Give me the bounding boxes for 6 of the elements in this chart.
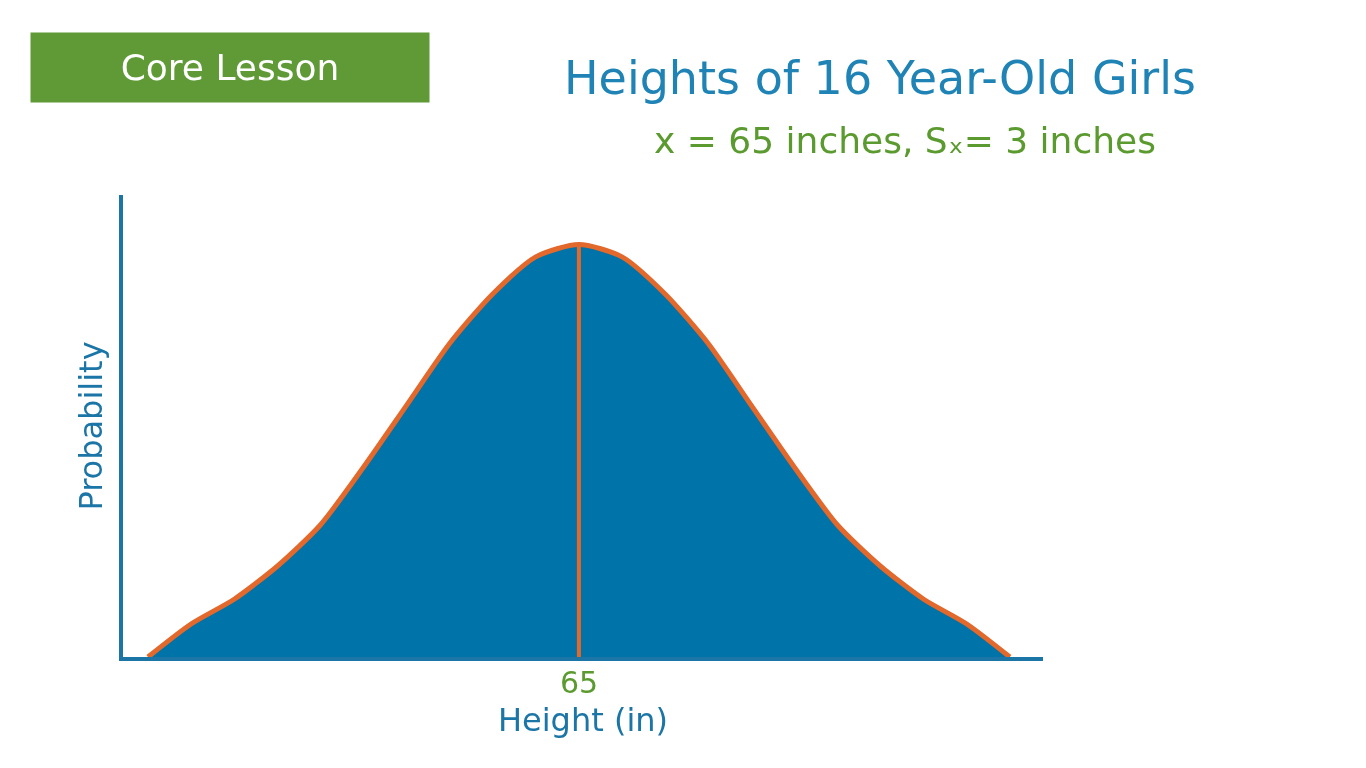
text: 65: [560, 665, 599, 700]
chart-subtitle: x = 65 inches, Sₓ= 3 inches: [654, 120, 1156, 161]
y-axis-title: Probability: [71, 341, 110, 511]
text: Core Lesson: [120, 47, 340, 88]
x-axis-title: Height (in): [497, 701, 669, 740]
chart-title: Heights of 16 Year-Old Girls: [564, 51, 1196, 105]
